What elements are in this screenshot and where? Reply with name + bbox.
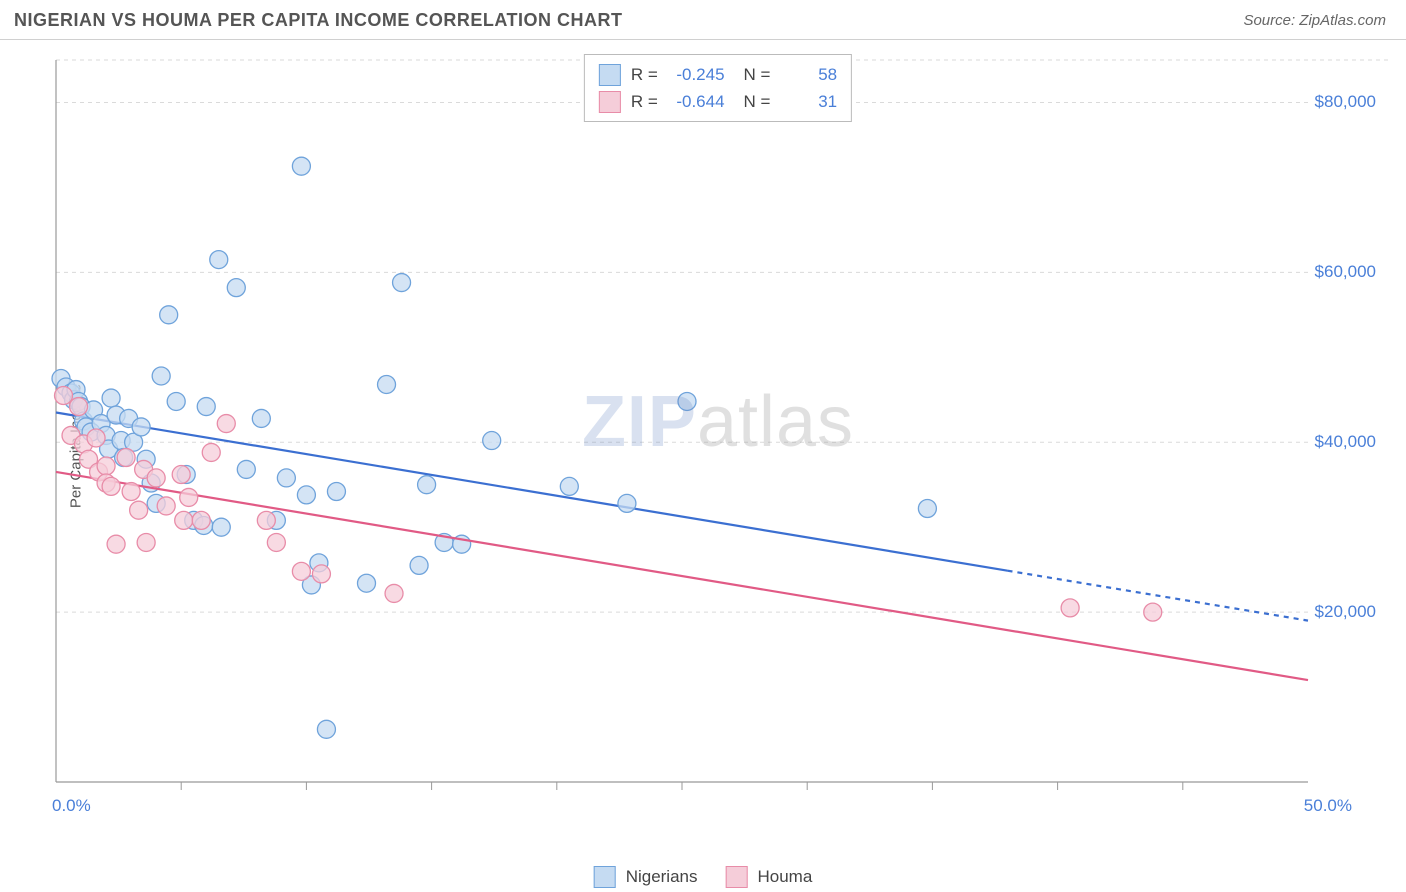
chart-header: NIGERIAN VS HOUMA PER CAPITA INCOME CORR…: [0, 0, 1406, 40]
legend-swatch-houma: [599, 91, 621, 113]
legend-swatch-houma-bottom: [726, 866, 748, 888]
legend-swatch-nigerians: [599, 64, 621, 86]
y-tick-label: $80,000: [1315, 92, 1376, 112]
legend-item-nigerians: Nigerians: [594, 866, 698, 888]
y-tick-label: $20,000: [1315, 602, 1376, 622]
chart-source: Source: ZipAtlas.com: [1243, 12, 1386, 29]
legend-item-houma: Houma: [726, 866, 813, 888]
series-legend: Nigerians Houma: [594, 866, 813, 888]
legend-row-nigerians: R = -0.245 N = 58: [599, 61, 837, 88]
correlation-legend: R = -0.245 N = 58 R = -0.644 N = 31: [584, 54, 852, 122]
y-tick-label: $40,000: [1315, 432, 1376, 452]
scatter-plot: [48, 52, 1388, 822]
chart-title: NIGERIAN VS HOUMA PER CAPITA INCOME CORR…: [14, 10, 623, 31]
legend-row-houma: R = -0.644 N = 31: [599, 88, 837, 115]
x-tick-min: 0.0%: [52, 796, 91, 816]
chart-container: ZIPatlas R = -0.245 N = 58 R = -0.644 N …: [48, 52, 1388, 822]
y-tick-label: $60,000: [1315, 262, 1376, 282]
x-tick-max: 50.0%: [1304, 796, 1352, 816]
legend-swatch-nigerians-bottom: [594, 866, 616, 888]
